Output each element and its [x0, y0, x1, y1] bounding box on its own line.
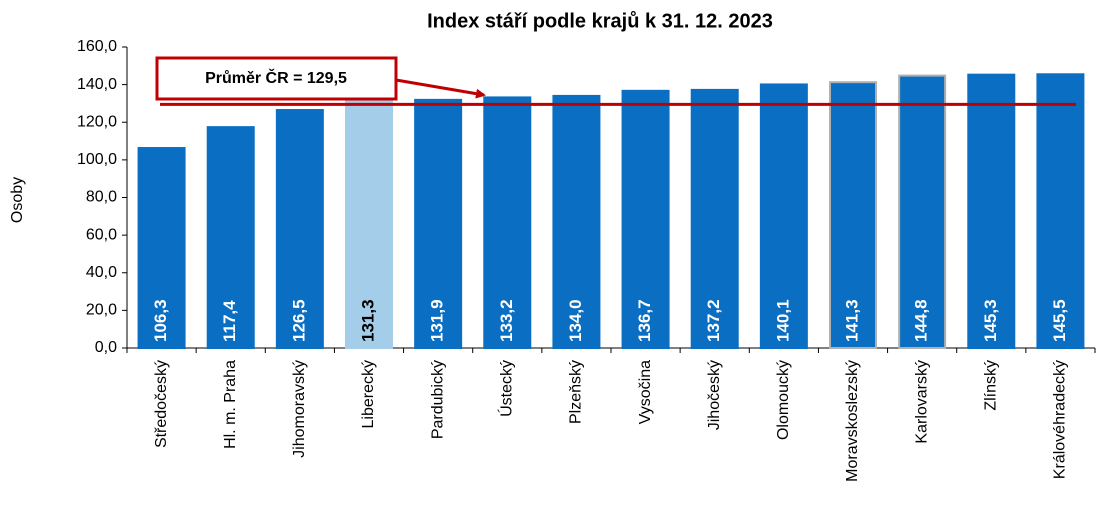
y-tick-label: 140,0 [77, 76, 117, 93]
annotation-arrow [395, 78, 486, 99]
y-tick-label: 40,0 [86, 264, 117, 281]
bar [206, 126, 255, 349]
value-label: 140,1 [773, 299, 792, 342]
x-tick-label: Zlínský [983, 360, 1000, 411]
bar [1036, 73, 1085, 349]
y-tick-label: 120,0 [77, 113, 117, 130]
bar [621, 89, 670, 349]
x-tick-label: Liberecký [360, 360, 377, 428]
x-tick-label: Jihočeský [706, 360, 723, 430]
y-axis-label: Osoby [9, 177, 26, 223]
x-tick-label: Ústecký [497, 360, 516, 417]
value-label: 131,9 [428, 299, 447, 342]
bar [759, 83, 808, 349]
chart-title: Index stáří podle krajů k 31. 12. 2023 [427, 10, 773, 32]
x-tick-label: Hl. m. Praha [222, 360, 239, 449]
value-label: 134,0 [566, 299, 585, 342]
bar [552, 94, 601, 349]
value-label: 137,2 [704, 299, 723, 342]
bar [345, 99, 393, 349]
x-tick-label: Plzeňský [568, 360, 585, 424]
bar [483, 96, 532, 350]
value-label: 106,3 [151, 299, 170, 342]
bar [137, 147, 186, 349]
bar [829, 81, 877, 349]
value-label: 145,5 [1050, 299, 1069, 342]
x-tick-label: Vysočina [637, 360, 654, 424]
y-tick-label: 100,0 [77, 151, 117, 168]
x-tick-label: Karlovarský [913, 360, 930, 444]
value-label: 133,2 [497, 299, 516, 342]
value-label: 144,8 [912, 299, 931, 342]
x-tick-label: Středočeský [153, 360, 170, 448]
value-label: 126,5 [289, 299, 308, 342]
x-tick-label: Pardubický [429, 360, 446, 439]
value-label: 145,3 [981, 299, 1000, 342]
x-tick-label: Moravskoslezský [844, 360, 861, 482]
annotation: Průměr ČR = 129,5 [205, 68, 347, 87]
value-label: 141,3 [842, 299, 861, 342]
value-label: 117,4 [220, 300, 239, 342]
value-label: 136,7 [635, 299, 654, 342]
y-tick-label: 60,0 [86, 226, 117, 243]
y-tick-label: 80,0 [86, 189, 117, 206]
x-tick-label: Olomoucký [775, 360, 792, 440]
y-tick-label: 160,0 [77, 38, 117, 55]
bar [690, 88, 739, 350]
bar [967, 73, 1016, 349]
x-tick-label: Jihomoravský [291, 360, 308, 458]
y-tick-label: 0,0 [95, 339, 117, 356]
bar [275, 109, 324, 349]
bar [414, 98, 463, 349]
annotation-box [155, 56, 398, 101]
y-tick-label: 20,0 [86, 302, 117, 319]
value-label: 131,3 [358, 299, 377, 342]
bar [898, 74, 947, 349]
x-tick-label: Královéhradecký [1052, 360, 1069, 479]
